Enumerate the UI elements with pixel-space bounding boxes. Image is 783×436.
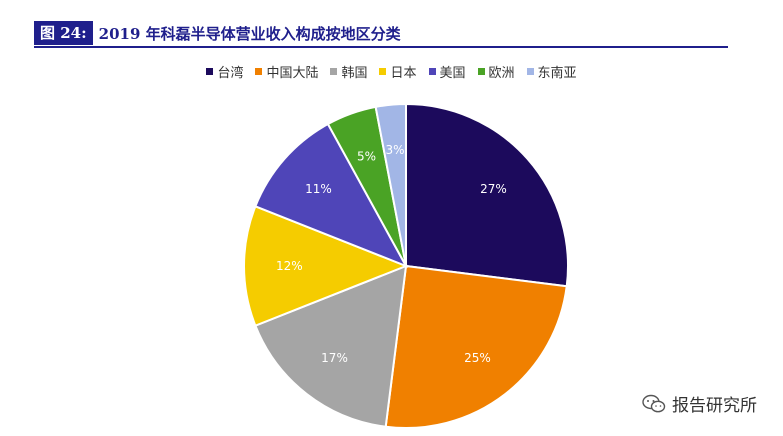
legend-label: 日本 bbox=[390, 66, 417, 81]
legend-item: 日本 bbox=[379, 62, 417, 81]
pie-slice bbox=[384, 264, 568, 429]
legend-item: 美国 bbox=[428, 62, 466, 81]
slice-label: 5% bbox=[357, 149, 376, 163]
slice-label: 17% bbox=[321, 351, 348, 365]
legend-swatch bbox=[428, 68, 436, 75]
slice-label: 12% bbox=[276, 259, 303, 273]
pie-slice bbox=[405, 102, 569, 288]
legend-swatch bbox=[255, 68, 263, 75]
legend-item: 东南亚 bbox=[526, 62, 577, 81]
legend-swatch bbox=[379, 68, 387, 75]
legend-item: 韩国 bbox=[330, 62, 367, 81]
slice-label: 11% bbox=[305, 182, 332, 196]
pie-slice bbox=[254, 264, 408, 428]
chart-legend: 台湾 中国大陆 韩国 日本 美国 欧洲 东南亚 bbox=[0, 62, 783, 81]
legend-item: 中国大陆 bbox=[255, 62, 318, 81]
legend-label: 东南亚 bbox=[537, 66, 577, 81]
pie-slice bbox=[254, 122, 409, 268]
legend-swatch bbox=[330, 68, 338, 75]
legend-label: 台湾 bbox=[217, 66, 244, 81]
legend-item: 台湾 bbox=[206, 62, 243, 81]
slice-label: 3% bbox=[385, 143, 404, 157]
legend-swatch bbox=[206, 68, 214, 75]
legend-swatch bbox=[526, 68, 534, 75]
watermark: 报告研究所 bbox=[642, 391, 757, 416]
legend-label: 中国大陆 bbox=[266, 66, 319, 81]
pie-slice bbox=[243, 205, 409, 327]
legend-label: 欧洲 bbox=[488, 66, 515, 81]
legend-item: 欧洲 bbox=[477, 62, 515, 81]
wechat-icon bbox=[642, 394, 666, 412]
chart-title: 2019 年科磊半导体营业收入构成按地区分类 bbox=[98, 24, 401, 43]
legend-label: 韩国 bbox=[341, 66, 368, 81]
watermark-text: 报告研究所 bbox=[672, 396, 757, 416]
slice-label: 25% bbox=[464, 351, 491, 365]
slice-label: 27% bbox=[480, 182, 507, 196]
figure-tag: 图 24: bbox=[34, 21, 93, 45]
figure-header: 图 24: 2019 年科磊半导体营业收入构成按地区分类 bbox=[34, 20, 728, 48]
legend-swatch bbox=[477, 68, 485, 75]
pie-slice bbox=[374, 102, 407, 267]
legend-label: 美国 bbox=[439, 66, 466, 81]
